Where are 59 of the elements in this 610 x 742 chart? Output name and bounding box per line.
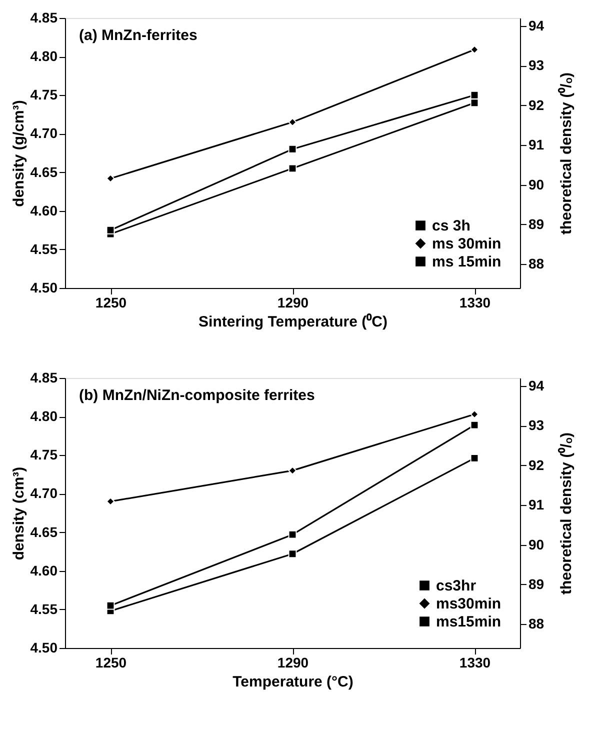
y-axis-title: density (g/cm³) — [10, 100, 28, 207]
y-tick-label: 4.50 — [30, 280, 58, 296]
y2-axis-title: theoretical density (⁰/ₒ) — [557, 72, 576, 235]
legend-label: ms15min — [436, 614, 502, 630]
point — [470, 420, 479, 430]
y-tick-label: 4.80 — [30, 408, 58, 424]
x-tick-label: 1330 — [459, 294, 491, 310]
point — [470, 90, 479, 100]
y-axis-title: density (cm³) — [10, 466, 28, 560]
legend-label: cs 3h — [432, 218, 470, 234]
y2-tick-label: 94 — [528, 377, 544, 394]
y-tick-label: 4.85 — [30, 10, 58, 26]
legend-label: ms 30min — [432, 236, 502, 252]
point — [106, 601, 115, 610]
y-tick-label: 4.65 — [30, 524, 58, 540]
y-tick-label: 4.70 — [30, 125, 58, 142]
point — [106, 226, 115, 234]
y-tick-label: 4.75 — [30, 446, 58, 463]
y2-tick-label: 88 — [528, 256, 544, 272]
y2-tick-label: 88 — [528, 616, 544, 632]
y2-tick-label: 90 — [528, 176, 544, 192]
y2-tick-label: 93 — [528, 417, 544, 434]
point — [288, 144, 297, 154]
y-tick-label: 4.85 — [30, 370, 58, 386]
y-tick-label: 4.55 — [30, 600, 58, 617]
x-axis-title: Temperature (°C) — [232, 674, 354, 690]
y2-tick-label: 92 — [528, 456, 544, 473]
y-tick-label: 4.55 — [30, 240, 58, 257]
x-tick-label: 1290 — [277, 294, 309, 310]
y-tick-label: 4.60 — [30, 202, 58, 218]
y2-tick-label: 91 — [528, 496, 544, 513]
y2-tick-label: 90 — [528, 536, 544, 552]
y2-tick-label: 89 — [528, 216, 544, 232]
y-tick-label: 4.60 — [30, 562, 58, 578]
y2-tick-label: 92 — [528, 96, 544, 113]
legend-label: cs3hr — [436, 578, 476, 594]
x-tick-label: 1250 — [95, 294, 127, 310]
y2-tick-label: 91 — [528, 136, 544, 153]
y2-tick-label: 89 — [528, 576, 544, 592]
x-axis-title: Sintering Temperature (⁰C) — [198, 312, 388, 330]
y2-tick-label: 93 — [528, 57, 544, 74]
y-tick-label: 4.65 — [30, 164, 58, 180]
y2-axis-title: theoretical density (⁰/ₒ) — [557, 432, 576, 595]
y-tick-label: 4.75 — [30, 86, 58, 103]
y-tick-label: 4.80 — [30, 48, 58, 64]
point — [288, 550, 297, 558]
annotation: (a) MnZn-ferrites — [79, 27, 198, 44]
legend-label: ms 15min — [432, 254, 502, 270]
point — [288, 164, 297, 173]
x-tick-label: 1250 — [95, 654, 127, 670]
legend-label: ms30min — [436, 596, 502, 612]
point — [288, 530, 297, 539]
y2-tick-label: 94 — [528, 17, 544, 34]
x-tick-label: 1290 — [277, 654, 309, 670]
annotation: (b) MnZn/NiZn-composite ferrites — [79, 387, 315, 404]
point — [470, 454, 479, 462]
y-tick-label: 4.50 — [30, 640, 58, 656]
x-tick-label: 1330 — [459, 654, 491, 670]
y-tick-label: 4.70 — [30, 485, 58, 502]
